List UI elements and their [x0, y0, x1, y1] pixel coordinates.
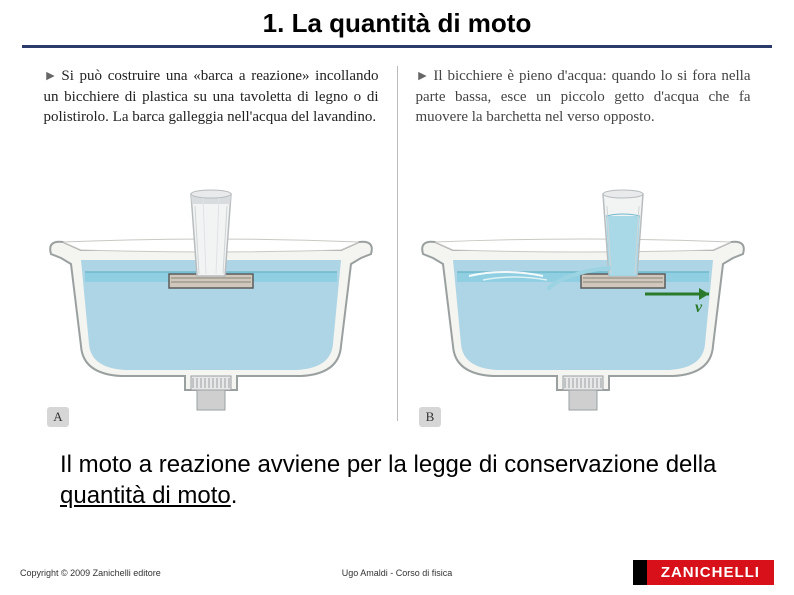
- panels-row: ►Si può costruire una «barca a reazione»…: [0, 66, 794, 421]
- basin-rim-b: [435, 239, 731, 252]
- footer-right: ZANICHELLI: [523, 560, 774, 585]
- footer-copyright: Copyright © 2009 Zanichelli editore: [20, 568, 271, 578]
- drain-a: [191, 376, 231, 410]
- cup-b: [603, 190, 643, 276]
- velocity-label: v: [695, 299, 703, 316]
- panel-a-body: Si può costruire una «barca a reazione» …: [44, 68, 379, 125]
- drain-b: [563, 376, 603, 410]
- cup-a: [191, 190, 231, 276]
- panel-b: ►Il bicchiere è pieno d'acqua: quando lo…: [406, 66, 761, 421]
- conclusion-pre: Il moto a reazione avviene per la legge …: [60, 451, 716, 478]
- publisher-logo: ZANICHELLI: [633, 560, 774, 585]
- slide-title: 1. La quantità di moto: [0, 0, 794, 45]
- panel-divider: [397, 66, 398, 421]
- panel-a-text: ►Si può costruire una «barca a reazione»…: [34, 66, 389, 176]
- panel-a-marker: ►: [44, 69, 58, 84]
- footer-center: Ugo Amaldi - Corso di fisica: [271, 568, 522, 578]
- title-underline: [22, 45, 772, 48]
- footer: Copyright © 2009 Zanichelli editore Ugo …: [0, 560, 794, 585]
- panel-a: ►Si può costruire una «barca a reazione»…: [34, 66, 389, 421]
- panel-b-label: B: [419, 407, 441, 427]
- panel-b-body: Il bicchiere è pieno d'acqua: quando lo …: [416, 68, 751, 125]
- diagram-b: v B: [413, 176, 753, 421]
- conclusion-post: .: [231, 482, 238, 509]
- conclusion-text: Il moto a reazione avviene per la legge …: [0, 421, 794, 511]
- panel-b-marker: ►: [416, 69, 430, 84]
- conclusion-underlined: quantità di moto: [60, 482, 231, 509]
- panel-a-label: A: [47, 407, 69, 427]
- panel-b-text: ►Il bicchiere è pieno d'acqua: quando lo…: [406, 66, 761, 176]
- diagram-a: A: [41, 176, 381, 421]
